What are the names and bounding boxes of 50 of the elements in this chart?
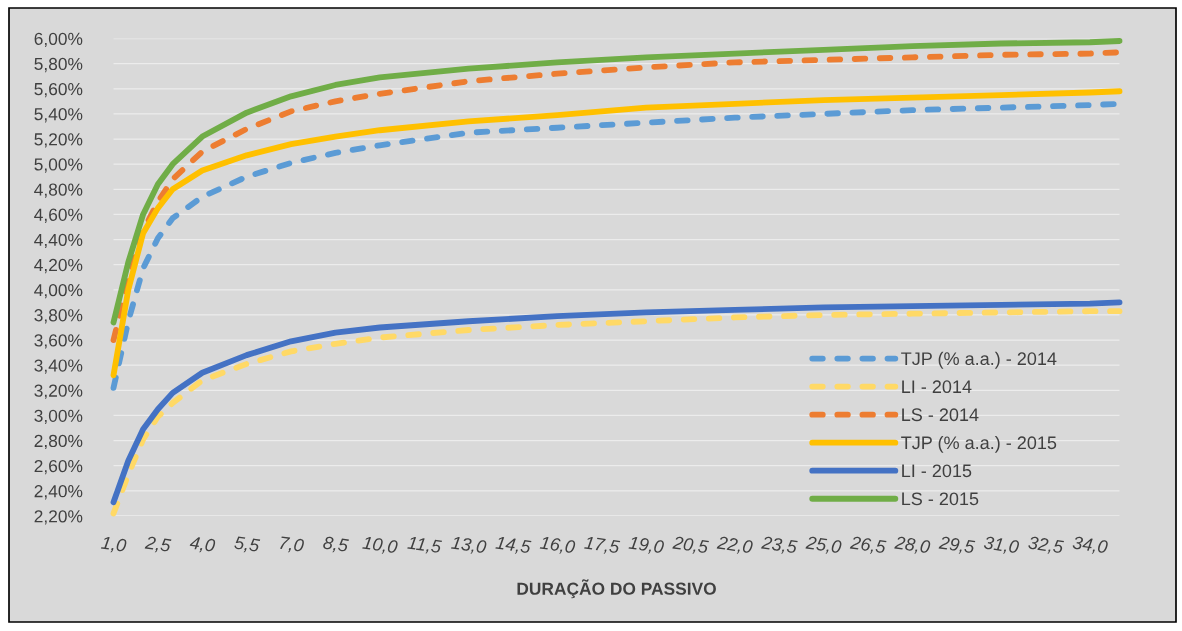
legend-label: LI - 2014 [902, 380, 972, 394]
x-tick-label: 10,0 [361, 535, 399, 556]
x-tick-label: 22,0 [716, 535, 754, 556]
x-tick-label: 26,5 [849, 535, 887, 556]
x-tick-label: 20,5 [672, 535, 710, 556]
x-tick-label: 25,0 [805, 535, 842, 556]
y-tick-label: 3,60% [34, 334, 83, 349]
legend-label: LS - 2014 [902, 408, 979, 422]
y-tick-label: 2,80% [34, 434, 83, 450]
y-tick-label: 4,60% [34, 208, 83, 223]
y-tick-label: 4,00% [34, 283, 83, 299]
legend-label: TJP (% a.a.) - 2014 [901, 351, 1057, 369]
x-tick-label: 5,5 [233, 536, 261, 555]
y-tick-label: 5,40% [34, 108, 83, 123]
x-tick-label: 4,0 [188, 535, 216, 555]
x-tick-label: 14,5 [495, 536, 532, 556]
x-tick-label: 32,5 [1027, 535, 1065, 556]
x-tick-label: 13,0 [450, 535, 487, 556]
y-tick-label: 5,80% [34, 57, 83, 73]
x-tick-label: 19,0 [628, 535, 665, 556]
x-tick-label: 23,5 [760, 535, 798, 556]
x-tick-label: 8,5 [322, 535, 349, 555]
y-tick-label: 4,20% [34, 258, 83, 274]
y-tick-label: 5,60% [34, 82, 83, 98]
y-tick-label: 4,40% [34, 233, 83, 249]
y-tick-label: 3,00% [34, 409, 83, 424]
y-tick-label: 3,40% [34, 359, 83, 374]
y-tick-label: 3,80% [34, 309, 83, 324]
legend-label: LS - 2015 [902, 492, 979, 506]
x-tick-label: 34,0 [1071, 535, 1109, 556]
x-tick-label: 2,5 [144, 535, 172, 555]
y-tick-label: 4,80% [34, 183, 83, 198]
y-tick-label: 2,40% [34, 485, 83, 500]
x-tick-label: 28,0 [893, 535, 931, 556]
x-axis-title: DURAÇÃO DO PASSIVO [517, 579, 716, 599]
legend-label: LI - 2015 [902, 464, 972, 478]
legend-label: TJP (% a.a.) - 2015 [901, 435, 1057, 453]
x-tick-label: 7,0 [279, 536, 305, 555]
x-tick-label: 31,0 [983, 535, 1020, 556]
x-tick-label: 11,5 [406, 536, 443, 556]
y-tick-label: 6,00% [34, 32, 83, 48]
y-tick-label: 2,60% [34, 459, 83, 475]
x-tick-label: 16,0 [539, 535, 576, 556]
y-tick-label: 5,20% [34, 133, 83, 148]
x-tick-label: 1,0 [100, 535, 127, 555]
x-tick-label: 29,5 [938, 535, 976, 556]
y-tick-label: 5,00% [34, 158, 83, 173]
y-tick-label: 3,20% [34, 384, 83, 399]
y-tick-label: 2,20% [34, 510, 83, 525]
x-tick-label: 17,5 [583, 536, 621, 556]
